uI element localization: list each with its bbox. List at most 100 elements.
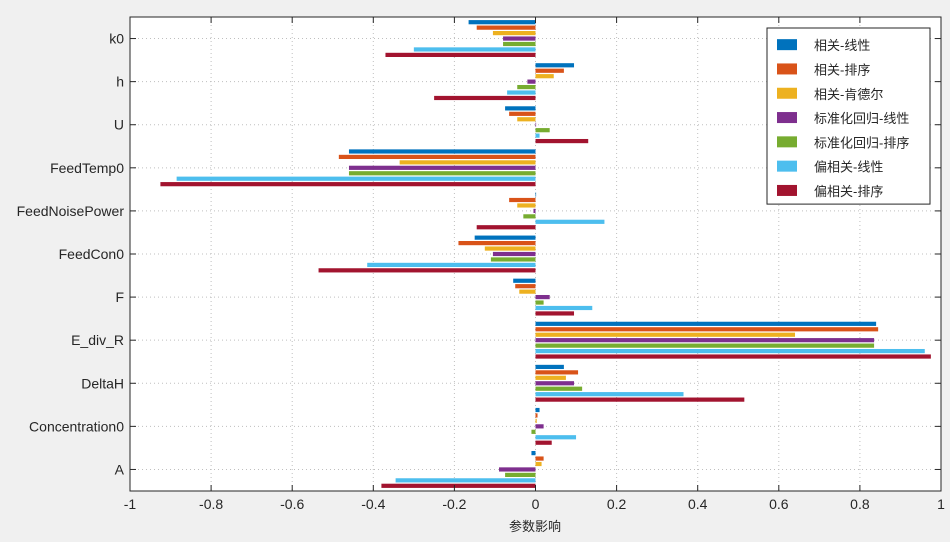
bar (519, 289, 536, 294)
bar (535, 63, 575, 68)
bar (535, 338, 875, 343)
bar (535, 461, 542, 467)
bar (535, 332, 796, 337)
legend-swatch (777, 39, 797, 51)
legend: 相关-线性相关-排序相关-肯德尔标准化回归-线性标准化回归-排序偏相关-线性偏相… (766, 27, 931, 205)
bar (535, 294, 550, 300)
bar (535, 392, 684, 397)
x-tick-label: -0.4 (361, 496, 385, 512)
y-tick-label: Concentration0 (29, 418, 124, 434)
bar (531, 429, 536, 434)
bar (434, 95, 536, 101)
bar (381, 483, 536, 488)
bar (535, 413, 538, 418)
y-tick-label: F (115, 289, 124, 305)
bar (505, 106, 536, 111)
legend-swatch (777, 136, 797, 148)
bar (176, 176, 536, 181)
bar (476, 225, 536, 230)
bar (535, 364, 564, 370)
bar (535, 397, 745, 402)
bar (535, 327, 879, 332)
bar (535, 300, 544, 305)
bar (492, 251, 536, 257)
x-tick-label: 0.2 (607, 496, 627, 512)
x-axis-label: 参数影响 (509, 519, 561, 534)
bar (509, 197, 536, 203)
bar (535, 354, 931, 359)
y-tick-label: A (115, 461, 125, 477)
legend-swatch (777, 184, 797, 196)
bar (399, 160, 536, 165)
bar (160, 182, 536, 187)
bar (476, 25, 536, 30)
y-tick-labels: k0 h U FeedTemp0 FeedNoisePower FeedCon0 F E_di… (17, 31, 125, 478)
bar (348, 165, 536, 170)
legend-swatch (777, 63, 797, 75)
bar (535, 386, 583, 391)
bar (503, 36, 536, 41)
bar (535, 128, 550, 133)
x-tick-label: 0.8 (850, 496, 870, 512)
bar (535, 424, 544, 429)
bar (535, 305, 593, 311)
bar (517, 203, 536, 208)
bar (474, 235, 536, 240)
bar (535, 138, 589, 144)
legend-label: 标准化回归-线性 (814, 111, 909, 126)
bar (507, 90, 536, 95)
legend-label: 标准化回归-排序 (814, 135, 909, 150)
legend-label: 相关-线性 (814, 38, 870, 53)
y-tick-label: k0 (109, 31, 124, 47)
bar (517, 84, 536, 90)
x-tick-label: -0.8 (199, 496, 223, 512)
bar (367, 262, 536, 267)
bar (318, 268, 536, 273)
y-tick-label: E_div_R (71, 332, 124, 348)
bar (523, 214, 536, 219)
bar (499, 467, 536, 472)
x-tick-label: -0.6 (280, 496, 304, 512)
bar (535, 375, 566, 380)
legend-swatch (777, 112, 797, 124)
bar (513, 278, 536, 283)
y-tick-label: FeedCon0 (59, 246, 125, 262)
bar (535, 407, 540, 413)
bar (509, 111, 536, 116)
bar (531, 451, 536, 456)
bar (527, 79, 536, 84)
bar (515, 284, 536, 289)
bar (533, 208, 536, 214)
y-tick-label: U (114, 117, 124, 133)
bar (535, 122, 537, 127)
bar (535, 370, 579, 375)
bar (535, 74, 554, 79)
bar (338, 154, 536, 160)
legend-swatch (777, 87, 797, 99)
bar (535, 192, 537, 197)
bar (348, 171, 536, 176)
legend-label: 偏相关-线性 (814, 160, 883, 175)
legend-label: 偏相关-排序 (814, 184, 883, 199)
bar (505, 472, 536, 478)
bar (535, 311, 575, 316)
bar (458, 241, 536, 246)
bar (468, 20, 536, 25)
y-tick-label: FeedNoisePower (17, 203, 125, 219)
bar (535, 348, 925, 354)
x-tick-labels: -1 -0.8 -0.6 -0.4 -0.2 0 0.2 0.4 0.6 0.8 1 (124, 496, 945, 512)
bar (535, 68, 564, 73)
y-tick-label: FeedTemp0 (50, 160, 124, 176)
x-tick-label: 0.4 (688, 496, 708, 512)
bar (413, 47, 536, 52)
bar (535, 440, 552, 445)
axes-layer (129, 16, 942, 492)
bar (484, 246, 536, 251)
bar (492, 30, 536, 36)
legend-label: 相关-肯德尔 (814, 87, 883, 102)
bar (535, 435, 577, 440)
y-tick-label: h (116, 74, 124, 90)
legend-label: 相关-排序 (814, 62, 870, 77)
bar (535, 456, 544, 461)
legend-swatch (777, 160, 797, 172)
